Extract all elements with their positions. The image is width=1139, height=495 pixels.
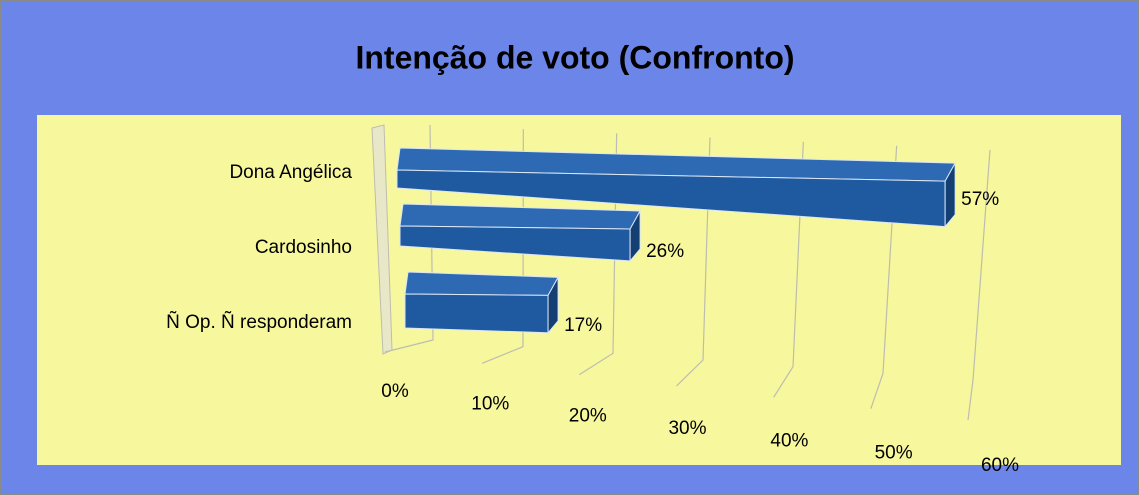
grid-line bbox=[481, 129, 524, 364]
bar-end bbox=[629, 209, 641, 263]
grid-line bbox=[676, 137, 711, 387]
bar bbox=[404, 293, 549, 334]
grid-line bbox=[967, 149, 991, 421]
bar-end bbox=[944, 161, 956, 228]
grid-line bbox=[384, 124, 434, 353]
x-tick-label: 10% bbox=[471, 393, 509, 414]
category-label: Ñ Op. Ñ responderam bbox=[166, 311, 352, 333]
value-label: 17% bbox=[564, 315, 602, 336]
x-tick-label: 60% bbox=[981, 455, 1019, 476]
x-tick-label: 0% bbox=[381, 381, 409, 402]
x-tick-label: 30% bbox=[668, 418, 706, 439]
value-label: 57% bbox=[961, 189, 999, 210]
category-label: Cardosinho bbox=[255, 237, 352, 258]
x-tick-label: 40% bbox=[770, 430, 808, 451]
grid-line bbox=[579, 133, 618, 376]
chart-title: Intenção de voto (Confronto) bbox=[355, 39, 794, 75]
x-tick-label: 50% bbox=[875, 443, 913, 464]
x-tick-label: 20% bbox=[569, 406, 607, 427]
category-label: Dona Angélica bbox=[229, 162, 352, 183]
value-label: 26% bbox=[646, 241, 684, 262]
bar-end bbox=[547, 275, 559, 335]
